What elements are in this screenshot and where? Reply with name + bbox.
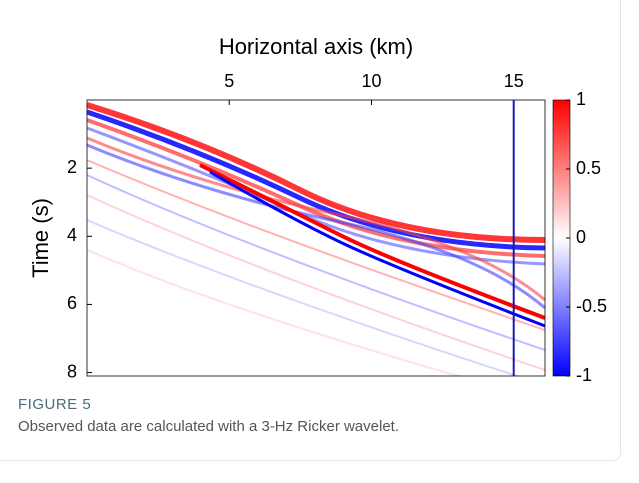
y-tick-label: 2	[67, 157, 77, 177]
colorbar-tick-label: 0.5	[576, 158, 601, 178]
colorbar-tick-label: 1	[576, 89, 586, 109]
plot-frame	[86, 99, 546, 377]
x-tick-label: 5	[224, 71, 234, 91]
colorbar-tick-label: -0.5	[576, 296, 607, 316]
y-tick-label: 6	[67, 293, 77, 313]
colorbar-tick-label: -1	[576, 365, 592, 385]
figure-label: FIGURE 5	[18, 396, 92, 413]
figure-card	[0, 0, 621, 461]
chart: Horizontal axis (km) Time (s) 5 10 1524681…	[28, 34, 607, 385]
y-tick-label: 8	[67, 361, 77, 381]
y-axis-title: Time (s)	[28, 198, 53, 278]
figure-caption: Observed data are calculated with a 3-Hz…	[18, 418, 400, 435]
x-axis-title: Horizontal axis (km)	[219, 34, 413, 59]
x-tick-label: 15	[504, 71, 524, 91]
wavefield	[87, 102, 545, 376]
y-tick-label: 4	[67, 225, 77, 245]
colorbar-tick-label: 0	[576, 227, 586, 247]
x-tick-label: 10	[361, 71, 381, 91]
